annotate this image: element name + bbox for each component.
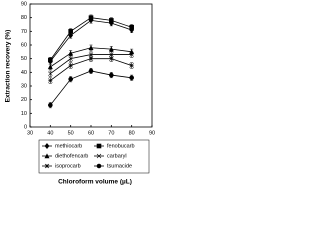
x-tick-label: 40 <box>47 130 53 136</box>
legend-label: tsumacide <box>107 163 132 169</box>
x-tick-label: 80 <box>129 130 135 136</box>
marker <box>88 68 94 74</box>
marker <box>129 52 134 57</box>
marker <box>88 56 94 61</box>
y-tick-label: 50 <box>21 56 27 62</box>
marker <box>129 75 134 81</box>
marker <box>48 57 53 63</box>
marker <box>48 102 53 108</box>
chart: Chloroform volume (µL) Extraction recove… <box>5 1 155 186</box>
marker <box>109 18 114 23</box>
marker <box>68 76 73 82</box>
x-tick-label: 30 <box>27 130 33 136</box>
y-tick-label: 20 <box>21 97 27 103</box>
x-tick-label: 70 <box>108 130 114 136</box>
marker <box>96 153 102 159</box>
marker <box>109 72 114 78</box>
marker <box>96 163 102 169</box>
marker <box>109 56 114 61</box>
marker <box>44 163 50 169</box>
marker <box>129 24 134 30</box>
legend-label: fenobucarb <box>107 143 135 149</box>
marker <box>108 46 114 52</box>
legend-label: isoprocarb <box>55 163 81 169</box>
y-tick-label: 80 <box>21 15 27 21</box>
marker <box>68 63 73 68</box>
y-tick-label: 10 <box>21 111 27 117</box>
legend-label: carbaryl <box>107 153 127 159</box>
legend-label: diethofencarb <box>55 153 88 159</box>
marker <box>44 143 50 149</box>
legend-box <box>38 139 150 174</box>
y-tick-label: 40 <box>21 70 27 76</box>
x-axis-label: Chloroform volume (µL) <box>58 179 132 186</box>
marker <box>44 153 50 159</box>
legend-label: methiocarb <box>55 143 82 149</box>
marker <box>68 50 74 56</box>
x-tick-label: 90 <box>149 130 155 136</box>
marker <box>96 143 102 149</box>
marker <box>68 29 73 34</box>
x-tick-label: 60 <box>88 130 94 136</box>
marker <box>48 78 53 83</box>
y-tick-label: 30 <box>21 83 27 89</box>
y-tick-label: 60 <box>21 42 27 48</box>
y-tick-label: 90 <box>21 1 27 7</box>
y-axis-label: Extraction recovery (%) <box>5 30 12 103</box>
series-line <box>50 70 132 106</box>
marker <box>88 45 94 51</box>
marker <box>88 15 94 20</box>
marker <box>68 56 73 61</box>
marker <box>47 64 53 70</box>
x-tick-label: 50 <box>68 130 74 136</box>
marker <box>129 63 134 68</box>
y-tick-label: 0 <box>24 124 27 130</box>
y-tick-label: 70 <box>21 29 27 35</box>
marker <box>48 71 53 76</box>
